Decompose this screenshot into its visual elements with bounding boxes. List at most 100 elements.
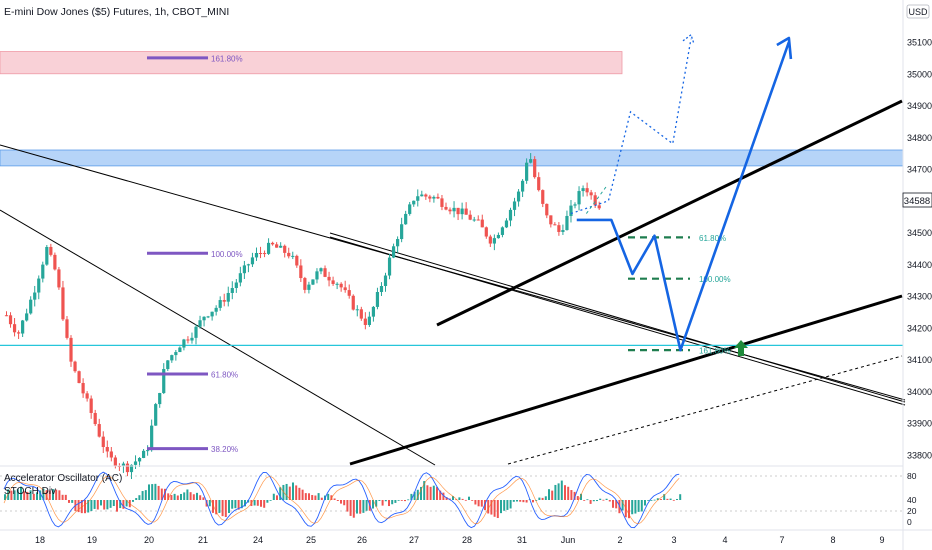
thin-descending-trendline-2[interactable]	[0, 209, 436, 466]
candle-body	[488, 236, 492, 244]
ac-histogram-bar	[336, 500, 339, 501]
price-tick-label: 34400	[907, 260, 932, 270]
candle-body	[174, 352, 178, 356]
ac-histogram-bar	[218, 500, 221, 513]
candle-body	[291, 255, 295, 257]
candle-body	[53, 254, 57, 270]
ac-histogram-bar	[631, 500, 634, 515]
dotted-projection[interactable]	[570, 38, 692, 215]
thin-channel-line-a[interactable]	[329, 232, 906, 403]
candle-body	[271, 242, 275, 245]
ac-histogram-bar	[32, 493, 35, 500]
ac-histogram-bar	[279, 487, 282, 500]
ac-histogram-bar	[132, 500, 134, 502]
ac-histogram-bar	[439, 490, 442, 500]
ac-histogram-bar	[599, 498, 602, 500]
candle-body	[476, 219, 480, 221]
ac-histogram-bar	[256, 500, 259, 506]
ac-histogram-bar	[58, 490, 61, 500]
candle-body	[113, 457, 117, 466]
ac-histogram-bar	[7, 489, 10, 500]
ac-indicator-label[interactable]: Accelerator Oscillator (AC)	[4, 473, 122, 484]
ac-histogram-bar	[90, 500, 93, 512]
candle-body	[12, 324, 17, 333]
ac-histogram-bar	[516, 500, 518, 502]
candle-body	[121, 463, 126, 467]
ac-histogram-bar	[452, 496, 454, 500]
candle-body	[61, 287, 65, 320]
candle-body	[420, 194, 424, 197]
green-arrow-icon[interactable]	[734, 340, 748, 356]
candle-body	[254, 253, 259, 258]
ac-histogram-bar	[410, 493, 413, 500]
price-tick-label: 34300	[907, 292, 932, 302]
time-axis[interactable]: 18 19 20 21 24 25 26 27 28 31 Jun 2 3 4 7 8 9	[35, 535, 885, 545]
time-tick-label: 24	[253, 535, 263, 545]
price-tick-label: 34700	[907, 165, 932, 175]
candle-body	[516, 191, 521, 202]
candle-body	[146, 450, 150, 452]
candle-body	[319, 268, 323, 272]
ac-histogram-bar	[570, 490, 573, 500]
currency-badge[interactable]	[906, 4, 930, 19]
candle-body	[4, 315, 9, 317]
trendlines-layer[interactable]	[0, 99, 906, 466]
ac-histogram-bar	[429, 486, 432, 500]
ac-histogram-bar	[416, 489, 419, 500]
ac-histogram-bar	[343, 500, 346, 506]
price-axis[interactable]: 3510035000349003480034700346003450034400…	[907, 38, 932, 461]
ac-histogram-bar	[64, 494, 67, 500]
candle-body	[77, 371, 81, 384]
ac-histogram-bar	[602, 499, 605, 501]
candle-body	[387, 257, 392, 276]
candle-body	[250, 257, 255, 265]
upper-red-zone[interactable]	[0, 51, 623, 75]
bold-projection[interactable]	[576, 41, 791, 352]
ac-histogram-bar	[580, 493, 582, 500]
candle-body	[565, 215, 569, 231]
candle-body	[500, 227, 505, 235]
ac-histogram-bar	[519, 500, 522, 502]
candle-body	[93, 412, 97, 425]
bold-upper-trendline[interactable]	[436, 99, 903, 327]
resistance-blue-zone[interactable]	[0, 149, 904, 167]
candle-body	[279, 245, 283, 248]
candle-body	[45, 246, 49, 265]
ac-histogram-bar	[394, 500, 397, 503]
bold-lower-trendline[interactable]	[349, 294, 903, 466]
candle-body	[150, 425, 154, 451]
ac-histogram-bar	[71, 500, 74, 503]
ac-histogram-bar	[186, 489, 189, 500]
ac-histogram-bar	[445, 497, 448, 500]
candle-body	[218, 300, 222, 308]
thin-channel-line-b[interactable]	[329, 236, 906, 406]
ac-histogram-bar	[10, 490, 13, 500]
candle-body	[194, 326, 198, 338]
candle-body	[25, 313, 29, 321]
ac-histogram-bar	[333, 498, 336, 500]
ac-histogram-bar	[122, 500, 125, 509]
ac-histogram-bar	[356, 500, 358, 514]
ac-histogram-bar	[298, 487, 301, 500]
candle-body	[347, 290, 351, 296]
candle-body	[577, 191, 581, 205]
candles-layer	[4, 153, 601, 480]
candle-body	[109, 451, 113, 458]
ac-histogram-bar	[253, 500, 256, 506]
ac-histogram-bar	[404, 500, 406, 502]
time-tick-label: 20	[144, 535, 154, 545]
time-tick-label: 27	[409, 535, 419, 545]
ac-histogram-bar	[295, 485, 298, 500]
stoch-indicator-label[interactable]: STOCH Div	[4, 486, 56, 497]
ac-histogram-bar	[135, 498, 138, 500]
fib-level-label: 100.00%	[211, 250, 243, 259]
ac-histogram-bar	[471, 500, 474, 501]
candle-body	[65, 319, 69, 338]
candle-body	[141, 450, 146, 458]
ac-histogram-bar	[656, 498, 659, 500]
candle-body	[323, 268, 327, 277]
candle-body	[359, 309, 363, 319]
candle-body	[89, 398, 93, 413]
dotted-lower-trendline[interactable]	[507, 355, 903, 465]
